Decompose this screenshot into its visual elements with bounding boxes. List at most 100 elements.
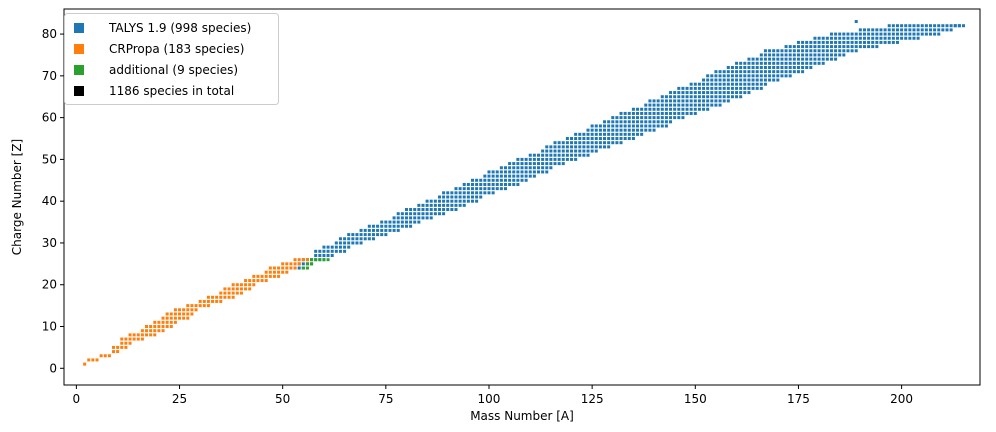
talys-point [417, 216, 421, 220]
talys-point [796, 45, 800, 49]
talys-point [825, 40, 829, 44]
talys-point [516, 166, 520, 170]
crpropa-point [206, 295, 210, 299]
talys-point [768, 70, 772, 74]
talys-point [685, 86, 689, 90]
talys-point [347, 237, 351, 241]
talys-point [755, 61, 759, 65]
talys-point [429, 216, 433, 220]
talys-point [726, 74, 730, 78]
talys-point [846, 36, 850, 40]
talys-point [669, 95, 673, 99]
talys-point [768, 57, 772, 61]
talys-point [644, 103, 648, 107]
talys-point [520, 174, 524, 178]
crpropa-point [145, 333, 149, 337]
talys-point [508, 170, 512, 174]
talys-point [821, 49, 825, 53]
talys-point [862, 40, 866, 44]
talys-point [367, 224, 371, 228]
crpropa-point [91, 358, 95, 362]
crpropa-point [136, 333, 140, 337]
talys-point [722, 99, 726, 103]
talys-point [718, 74, 722, 78]
talys-point [788, 53, 792, 57]
talys-point [792, 45, 796, 49]
crpropa-point [293, 258, 297, 262]
talys-point [730, 82, 734, 86]
talys-point [545, 153, 549, 157]
talys-point [351, 241, 355, 245]
crpropa-point [227, 295, 231, 299]
talys-point [541, 157, 545, 161]
talys-point [838, 45, 842, 49]
talys-point [557, 153, 561, 157]
crpropa-point [235, 283, 239, 287]
talys-point [747, 74, 751, 78]
y-tick-label: 50 [42, 152, 57, 166]
crpropa-point [153, 325, 157, 329]
talys-point [454, 191, 458, 195]
talys-point [330, 253, 334, 257]
talys-point [495, 187, 499, 191]
crpropa-point [215, 295, 219, 299]
talys-point [446, 191, 450, 195]
talys-point [652, 99, 656, 103]
talys-point [850, 49, 854, 53]
talys-point [722, 86, 726, 90]
talys-point [726, 65, 730, 69]
talys-point [549, 153, 553, 157]
talys-point [541, 162, 545, 166]
talys-point [570, 141, 574, 145]
crpropa-point [132, 333, 136, 337]
talys-point [739, 74, 743, 78]
talys-point [611, 128, 615, 132]
talys-point [776, 53, 780, 57]
crpropa-point [235, 287, 239, 291]
talys-point [561, 149, 565, 153]
talys-point [524, 170, 528, 174]
talys-point [425, 212, 429, 216]
crpropa-point [169, 325, 173, 329]
x-tick-label: 0 [73, 392, 81, 406]
talys-point [561, 141, 565, 145]
talys-point [475, 182, 479, 186]
talys-point [541, 170, 545, 174]
talys-point [466, 195, 470, 199]
talys-point [487, 187, 491, 191]
talys-point [603, 124, 607, 128]
talys-point [508, 174, 512, 178]
x-axis-ticks: 0 25 50 75 100 125 150 175 200 [73, 385, 913, 406]
talys-point [673, 107, 677, 111]
talys-point [660, 107, 664, 111]
crpropa-point [219, 291, 223, 295]
talys-point [590, 137, 594, 141]
crpropa-point [281, 270, 285, 274]
talys-point [648, 116, 652, 120]
talys-point [433, 208, 437, 212]
talys-point [660, 120, 664, 124]
talys-point [499, 170, 503, 174]
talys-point [557, 149, 561, 153]
talys-point [371, 224, 375, 228]
talys-point [487, 170, 491, 174]
talys-point [570, 149, 574, 153]
additional-point [322, 258, 326, 262]
talys-point [776, 49, 780, 53]
talys-point [611, 137, 615, 141]
talys-point [718, 95, 722, 99]
talys-point [805, 65, 809, 69]
talys-point [862, 28, 866, 32]
talys-point [475, 195, 479, 199]
talys-point [359, 237, 363, 241]
talys-point [920, 24, 924, 28]
talys-point [603, 120, 607, 124]
talys-point [359, 233, 363, 237]
talys-point [722, 74, 726, 78]
talys-point [491, 174, 495, 178]
talys-point [446, 203, 450, 207]
crpropa-point [186, 316, 190, 320]
talys-point [483, 187, 487, 191]
talys-point [834, 57, 838, 61]
talys-point [631, 111, 635, 115]
